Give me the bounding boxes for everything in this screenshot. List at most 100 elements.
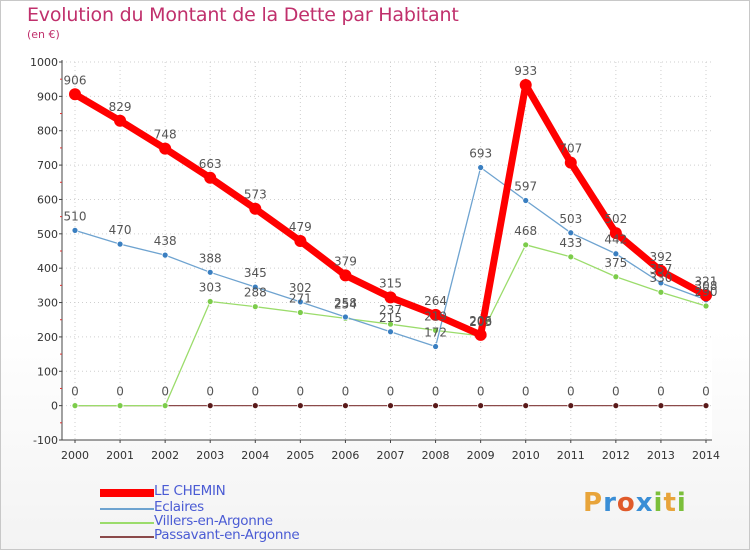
legend-label: Villers-en-Argonne	[154, 513, 273, 529]
data-point-passavant-en-argonne	[567, 402, 575, 410]
data-point-passavant-en-argonne	[612, 402, 620, 410]
data-point-le-chemin	[384, 291, 397, 304]
data-point-passavant-en-argonne	[657, 402, 665, 410]
chart-title: Evolution du Montant de la Dette par Hab…	[27, 4, 459, 26]
data-label-passavant-en-argonne: 0	[116, 385, 124, 399]
x-tick-label: 2002	[151, 449, 179, 462]
data-label-eclaires: 470	[109, 223, 132, 237]
data-label-le-chemin: 392	[649, 250, 672, 264]
data-point-passavant-en-argonne	[296, 402, 304, 410]
data-point-le-chemin	[249, 202, 262, 215]
data-label-eclaires: 172	[424, 326, 447, 340]
data-point-passavant-en-argonne	[342, 402, 349, 410]
data-point-villers-en-argonne	[702, 302, 710, 310]
data-point-le-chemin	[429, 308, 442, 321]
data-point-eclaires	[251, 283, 259, 291]
data-label-passavant-en-argonne: 0	[297, 385, 305, 399]
proxiti-logo: Proxiti	[583, 488, 687, 518]
data-label-villers-en-argonne: 271	[289, 292, 312, 306]
data-point-passavant-en-argonne	[522, 402, 530, 410]
x-tick-label: 2012	[602, 449, 630, 462]
x-tick-label: 2010	[512, 449, 540, 462]
legend-swatch	[100, 522, 154, 524]
data-point-eclaires	[71, 226, 79, 234]
data-point-le-chemin	[159, 142, 172, 155]
legend-label: LE CHEMIN	[154, 483, 226, 499]
y-tick-label: 800	[37, 125, 58, 138]
y-tick-label: 300	[37, 297, 58, 310]
data-label-passavant-en-argonne: 0	[71, 385, 79, 399]
data-point-eclaires	[161, 251, 169, 259]
logo-letter: i	[653, 488, 664, 518]
data-point-eclaires	[387, 328, 394, 336]
data-label-le-chemin: 502	[604, 212, 627, 226]
x-tick-label: 2009	[467, 449, 495, 462]
data-point-eclaires	[116, 240, 124, 248]
legend-label: Eclaires	[154, 499, 204, 515]
data-label-le-chemin: 707	[559, 142, 582, 156]
data-point-le-chemin	[654, 264, 667, 277]
data-label-eclaires: 258	[334, 296, 357, 310]
data-point-villers-en-argonne	[657, 288, 665, 296]
y-tick-label: 0	[51, 400, 58, 413]
data-label-passavant-en-argonne: 0	[432, 385, 440, 399]
data-point-passavant-en-argonne	[387, 402, 394, 410]
data-point-passavant-en-argonne	[477, 402, 485, 410]
data-point-villers-en-argonne	[251, 303, 259, 311]
data-label-le-chemin: 748	[154, 128, 177, 142]
data-label-villers-en-argonne: 203	[469, 315, 492, 329]
data-point-le-chemin	[700, 289, 712, 302]
data-point-villers-en-argonne	[71, 402, 79, 410]
data-point-eclaires	[567, 229, 575, 237]
data-point-villers-en-argonne	[432, 326, 439, 334]
data-label-passavant-en-argonne: 0	[342, 385, 350, 399]
data-point-villers-en-argonne	[296, 309, 304, 316]
logo-letter: o	[616, 488, 636, 518]
data-label-eclaires: 510	[64, 209, 87, 223]
y-tick-label: 200	[37, 331, 58, 344]
data-label-passavant-en-argonne: 0	[522, 385, 530, 399]
y-tick-label: 900	[37, 90, 58, 103]
data-point-passavant-en-argonne	[432, 402, 439, 410]
x-tick-label: 2005	[286, 449, 314, 462]
data-point-villers-en-argonne	[612, 273, 620, 281]
data-label-le-chemin: 906	[64, 73, 87, 87]
data-label-villers-en-argonne: 290	[695, 285, 718, 299]
data-label-eclaires: 693	[469, 146, 492, 160]
data-point-le-chemin	[69, 88, 81, 101]
data-label-eclaires: 357	[649, 262, 672, 276]
plot-area	[62, 62, 712, 440]
data-label-le-chemin: 379	[334, 254, 357, 268]
data-label-passavant-en-argonne: 0	[657, 385, 665, 399]
data-label-villers-en-argonne: 375	[604, 256, 627, 270]
data-label-villers-en-argonne: 237	[379, 303, 402, 317]
data-label-le-chemin: 321	[695, 274, 718, 288]
logo-letter: t	[663, 488, 677, 518]
data-label-le-chemin: 479	[289, 220, 312, 234]
data-label-le-chemin: 573	[244, 188, 267, 202]
data-label-villers-en-argonne: 433	[559, 236, 582, 250]
data-label-villers-en-argonne: 288	[244, 286, 267, 300]
data-point-le-chemin	[339, 269, 352, 282]
x-tick-label: 2013	[647, 449, 675, 462]
legend-swatch	[100, 536, 154, 538]
data-point-eclaires	[432, 343, 439, 350]
x-tick-label: 2006	[331, 449, 359, 462]
data-label-le-chemin: 315	[379, 276, 402, 290]
data-point-le-chemin	[564, 156, 577, 169]
data-label-villers-en-argonne: 303	[199, 281, 222, 295]
data-label-passavant-en-argonne: 0	[251, 385, 259, 399]
data-point-eclaires	[522, 197, 530, 204]
data-point-passavant-en-argonne	[251, 402, 259, 410]
chart-unit-label: (en €)	[27, 28, 60, 41]
data-point-le-chemin	[114, 114, 127, 127]
data-label-villers-en-argonne: 468	[514, 224, 537, 238]
x-tick-label: 2001	[106, 449, 134, 462]
x-tick-label: 2000	[61, 449, 89, 462]
y-tick-label: 1000	[30, 56, 58, 69]
data-point-eclaires	[657, 279, 665, 287]
data-point-villers-en-argonne	[522, 241, 530, 249]
x-tick-label: 2004	[241, 449, 269, 462]
data-label-le-chemin: 264	[424, 294, 447, 308]
data-point-le-chemin	[519, 79, 532, 92]
